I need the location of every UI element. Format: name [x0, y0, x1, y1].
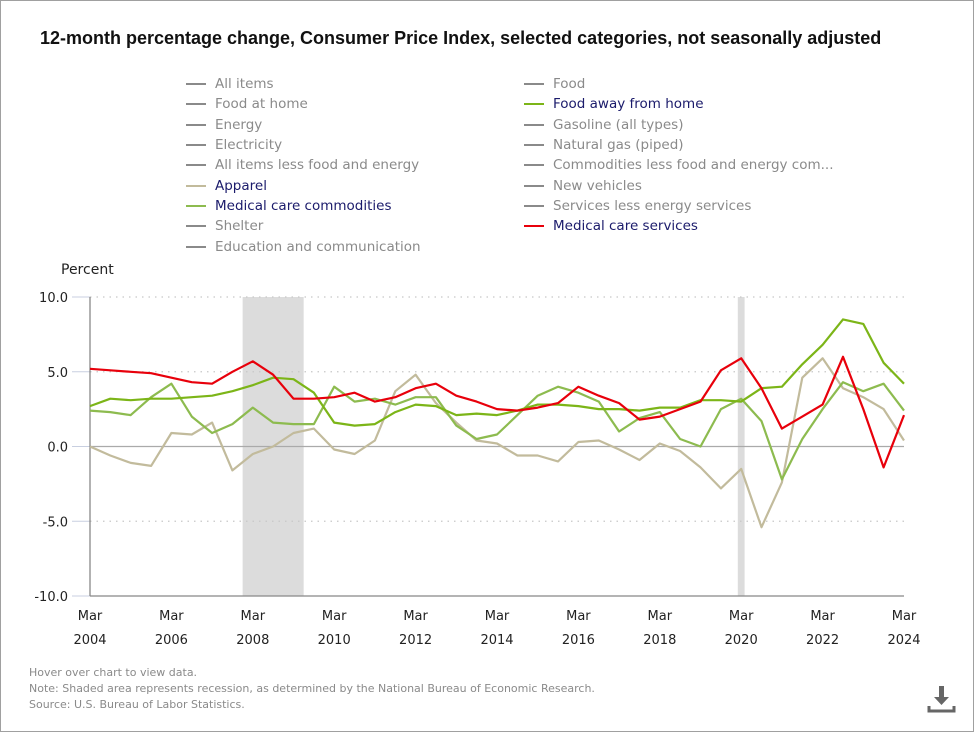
download-icon: [927, 686, 956, 713]
x-tick-label-year: 2018: [643, 633, 676, 648]
x-tick-label-month: Mar: [78, 609, 103, 624]
legend-item[interactable]: Energy: [186, 115, 421, 135]
chart-footer: Hover over chart to view data. Note: Sha…: [29, 665, 595, 713]
legend-item[interactable]: Food at home: [186, 94, 421, 114]
legend-item[interactable]: Electricity: [186, 135, 421, 155]
x-tick-label-year: 2008: [236, 633, 269, 648]
legend-swatch-icon: [524, 164, 544, 167]
legend-label: Gasoline (all types): [553, 116, 684, 133]
legend-label: Shelter: [215, 218, 264, 235]
x-tick-label-year: 2012: [399, 633, 432, 648]
legend-item[interactable]: Services less energy services: [524, 196, 834, 216]
x-tick-label-year: 2004: [73, 633, 106, 648]
x-tick-label-year: 2016: [562, 633, 595, 648]
legend-item[interactable]: Apparel: [186, 175, 421, 195]
legend-column-1: All items Food at home Energy Electricity Al…: [186, 74, 421, 257]
chart-svg[interactable]: 10.0 5.0 0.0 -5.0 -10.0 Mar 2004 Mar 2006 Mar 2008…: [0, 0, 974, 660]
legend-swatch-icon: [524, 184, 544, 187]
series-line-food-away-from-home[interactable]: [89, 318, 905, 427]
x-tick-label-month: Mar: [566, 609, 591, 624]
legend-label: Medical care commodities: [215, 197, 392, 214]
legend-swatch-icon: [186, 204, 206, 207]
x-tick-label-year: 2020: [725, 633, 758, 648]
legend-label: Natural gas (piped): [553, 137, 684, 154]
legend-swatch-icon: [186, 184, 206, 187]
x-tick-label-month: Mar: [810, 609, 835, 624]
legend-item[interactable]: Medical care commodities: [186, 196, 421, 216]
legend-swatch-icon: [186, 103, 206, 106]
legend-label: All items less food and energy: [215, 157, 420, 174]
x-tick-label-month: Mar: [648, 609, 673, 624]
legend-swatch-icon: [186, 83, 206, 86]
grid-layer: [72, 296, 904, 597]
legend-swatch-icon: [186, 123, 206, 126]
x-tick-label-year: 2006: [155, 633, 188, 648]
legend-swatch-icon: [524, 204, 544, 207]
x-tick-label-year: 2010: [318, 633, 351, 648]
legend-swatch-icon: [186, 164, 206, 167]
legend-label: Energy: [215, 116, 263, 133]
download-button[interactable]: [926, 684, 956, 714]
legend-item[interactable]: All items: [186, 74, 421, 94]
legend-label: Medical care services: [553, 218, 698, 235]
legend-column-2: Food Food away from home Gasoline (all typ…: [524, 74, 834, 236]
y-axis-title: Percent: [61, 262, 114, 278]
series-layer: [89, 318, 906, 529]
y-tick-label: -10.0: [34, 590, 68, 605]
legend-swatch-icon: [186, 144, 206, 147]
legend-item[interactable]: Commodities less food and energy com...: [524, 155, 834, 175]
legend-swatch-icon: [524, 144, 544, 147]
legend-label: Food away from home: [553, 96, 704, 113]
x-tick-label-month: Mar: [485, 609, 510, 624]
legend-swatch-icon: [186, 245, 206, 248]
source-note: Source: U.S. Bureau of Labor Statistics.: [29, 698, 245, 711]
hover-hint: Hover over chart to view data.: [29, 666, 198, 679]
legend-label: Education and communication: [215, 238, 421, 255]
legend-label: Services less energy services: [553, 197, 752, 214]
legend-label: Food at home: [215, 96, 308, 113]
series-line-medical-care-commodities[interactable]: [89, 381, 905, 481]
legend-item[interactable]: New vehicles: [524, 175, 834, 195]
x-tick-label-month: Mar: [729, 609, 754, 624]
legend-label: Apparel: [215, 177, 267, 194]
chart-title: 12-month percentage change, Consumer Pri…: [40, 28, 882, 48]
legend-item[interactable]: Food away from home: [524, 94, 834, 114]
y-tick-label: 5.0: [47, 366, 68, 381]
legend-item[interactable]: Natural gas (piped): [524, 135, 834, 155]
legend-swatch-icon: [524, 103, 544, 106]
x-tick-label-year: 2014: [480, 633, 513, 648]
x-tick-label-month: Mar: [159, 609, 184, 624]
legend-swatch-icon: [186, 225, 206, 228]
x-tick-label-year: 2024: [887, 633, 920, 648]
legend-item[interactable]: Shelter: [186, 216, 421, 236]
legend-label: Food: [553, 76, 586, 93]
x-tick-label-month: Mar: [892, 609, 917, 624]
legend-item[interactable]: Gasoline (all types): [524, 115, 834, 135]
legend-item[interactable]: Medical care services: [524, 216, 834, 236]
legend-swatch-icon: [524, 123, 544, 126]
legend-item[interactable]: Education and communication: [186, 236, 421, 256]
legend-item[interactable]: Food: [524, 74, 834, 94]
x-tick-label-month: Mar: [241, 609, 266, 624]
legend-label: Electricity: [215, 137, 283, 154]
legend-label: Commodities less food and energy com...: [553, 157, 834, 174]
tick-label-layer: 10.0 5.0 0.0 -5.0 -10.0 Mar 2004 Mar 2006 Mar 2008…: [34, 291, 920, 648]
x-tick-label-year: 2022: [806, 633, 839, 648]
x-tick-label-month: Mar: [322, 609, 347, 624]
series-line-medical-care-services[interactable]: [89, 355, 906, 469]
recession-note: Note: Shaded area represents recession, …: [29, 682, 595, 695]
legend-item[interactable]: All items less food and energy: [186, 155, 421, 175]
y-tick-label: 0.0: [47, 441, 68, 456]
x-tick-label-month: Mar: [403, 609, 428, 624]
legend-label: All items: [215, 76, 274, 93]
legend-label: New vehicles: [553, 177, 642, 194]
y-tick-label: 10.0: [39, 291, 68, 306]
legend-swatch-icon: [524, 83, 544, 86]
series-line-apparel[interactable]: [89, 357, 905, 529]
legend-swatch-icon: [524, 225, 544, 228]
y-tick-label: -5.0: [43, 515, 68, 530]
